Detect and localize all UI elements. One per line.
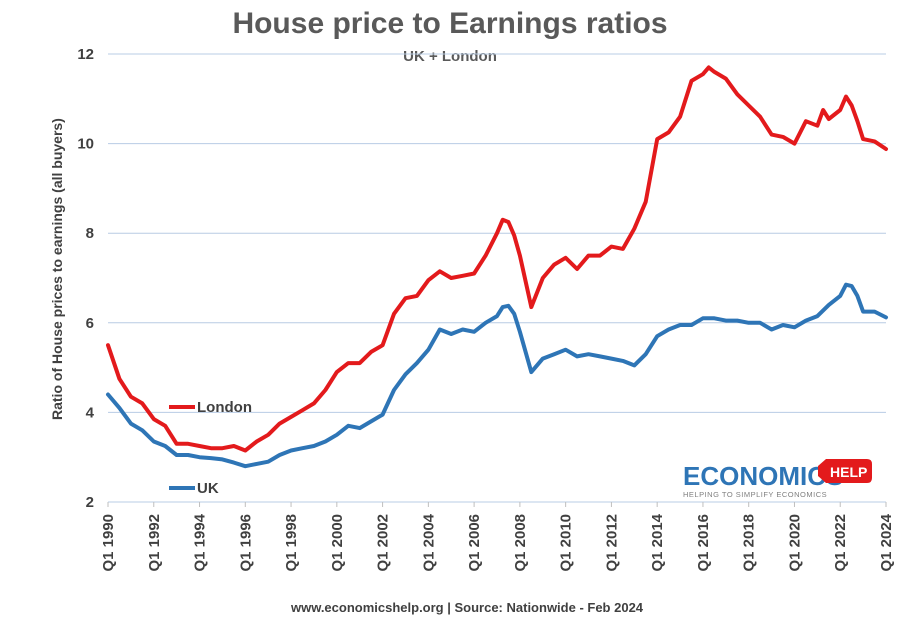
chart-subtitle: UK + London	[403, 48, 497, 65]
x-tick-label: Q1 2012	[603, 514, 620, 572]
economicshelp-logo: ECONOMICS HELP HELPING TO SIMPLIFY ECONO…	[683, 459, 872, 499]
x-tick-label: Q1 1998	[283, 514, 300, 572]
x-tick-label: Q1 2020	[786, 514, 803, 572]
x-tick-label: Q1 2022	[832, 514, 849, 572]
series-line-uk	[106, 282, 888, 469]
logo-tagline: HELPING TO SIMPLIFY ECONOMICS	[683, 490, 827, 499]
series-line-london	[106, 65, 888, 453]
x-tick-label: Q1 1990	[100, 514, 117, 572]
x-tick-label: Q1 2010	[558, 514, 575, 572]
logo-help-badge-shape	[818, 459, 872, 483]
x-tick-label: Q1 2006	[466, 514, 483, 572]
series-lines	[106, 65, 888, 469]
y-tick-label: 10	[77, 136, 94, 153]
y-tick-label: 2	[86, 494, 94, 511]
x-tick-label: Q1 2016	[695, 514, 712, 572]
y-tick-label: 6	[86, 315, 94, 332]
gridlines	[108, 53, 886, 503]
y-tick-label: 4	[86, 404, 95, 421]
x-tick-label: Q1 1994	[192, 513, 209, 571]
legend-london-label: London	[197, 399, 252, 416]
y-tick-labels: 2 4 6 8 10 12	[77, 46, 94, 511]
x-tick-labels: Q1 1990 Q1 1992 Q1 1994 Q1 1996 Q1 1998 Q1 20…	[100, 502, 895, 572]
y-tick-label: 12	[77, 46, 94, 63]
x-tick-label: Q1 2018	[741, 514, 758, 572]
legend-uk-label: UK	[197, 480, 219, 497]
chart-title: House price to Earnings ratios	[232, 7, 667, 40]
x-tick-label: Q1 1992	[146, 514, 163, 572]
x-tick-label: Q1 1996	[237, 514, 254, 572]
y-tick-label: 8	[86, 225, 94, 242]
logo-help-text: HELP	[830, 464, 867, 480]
source-footer: www.economicshelp.org | Source: Nationwi…	[290, 600, 644, 615]
y-axis-label: Ratio of House prices to earnings (all b…	[49, 118, 65, 420]
legend: London UK	[169, 399, 252, 497]
x-tick-label: Q1 2014	[649, 513, 666, 571]
x-tick-label: Q1 2000	[329, 514, 346, 572]
logo-economics-text: ECONOMICS	[683, 461, 843, 491]
x-tick-label: Q1 2008	[512, 514, 529, 572]
x-tick-label: Q1 2002	[375, 514, 392, 572]
x-tick-label: Q1 2024	[878, 513, 895, 571]
x-tick-label: Q1 2004	[420, 513, 437, 571]
